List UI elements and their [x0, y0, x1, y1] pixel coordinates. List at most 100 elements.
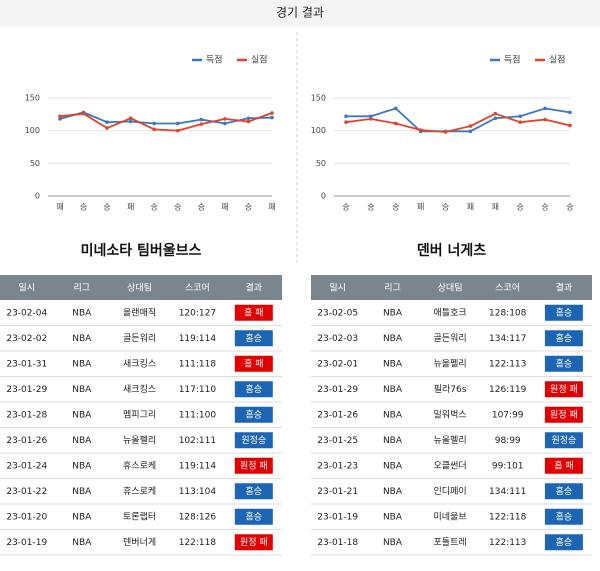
point — [175, 128, 180, 133]
x-tick-label: 패 — [492, 202, 499, 212]
point — [246, 116, 251, 121]
column-header: 리그 — [73, 283, 90, 294]
column-header: 스코어 — [185, 283, 210, 294]
cell: 122:113 — [489, 538, 526, 548]
cell: 102:111 — [179, 436, 216, 446]
point — [105, 120, 109, 124]
result-text: 원정 패 — [240, 537, 268, 548]
point — [58, 114, 62, 119]
cell: 뉴올펠리 — [434, 357, 467, 369]
cell: 23-01-28 — [6, 410, 47, 420]
y-tick-label: 150 — [25, 94, 40, 103]
cell: NBA — [383, 334, 403, 344]
x-tick-label: 패 — [417, 202, 424, 212]
point — [568, 110, 572, 115]
series-line — [345, 112, 571, 133]
result-badge — [544, 406, 583, 423]
point — [344, 114, 348, 119]
x-tick-label: 승 — [342, 203, 349, 212]
result-badge — [544, 330, 583, 347]
cell: 111:118 — [179, 359, 217, 369]
team-name: 미네소타 팀버울브스 — [81, 242, 202, 259]
cell: 126:119 — [489, 385, 527, 395]
cell: 23-01-21 — [317, 487, 358, 497]
cell: NBA — [72, 334, 92, 344]
cell: NBA — [383, 512, 403, 522]
column-header: 스코어 — [495, 283, 520, 294]
cell: 23-01-19 — [317, 512, 358, 522]
cell: NBA — [72, 385, 92, 395]
x-tick-label: 승 — [151, 203, 158, 212]
cell: 23-01-20 — [6, 512, 47, 522]
point — [81, 111, 86, 116]
result-text: 홈승 — [246, 485, 263, 497]
cell: 필라76s — [434, 383, 467, 395]
cell: 122:113 — [489, 359, 526, 369]
cell: NBA — [72, 512, 92, 522]
result-text: 홈 패 — [554, 459, 573, 471]
result-text: 홈승 — [556, 332, 573, 344]
cell: 23-01-29 — [317, 385, 358, 395]
point — [369, 117, 373, 121]
cell: 117:110 — [179, 385, 217, 395]
cell: 23-01-29 — [6, 385, 47, 395]
result-badge — [234, 381, 273, 398]
y-tick-label: 0 — [35, 192, 40, 201]
result-text: 홈승 — [246, 332, 263, 344]
cell: NBA — [383, 410, 403, 420]
legend-label: 득점 — [206, 54, 223, 66]
y-tick-label: 100 — [311, 126, 326, 135]
point — [543, 117, 547, 122]
cell: NBA — [383, 385, 403, 395]
column-header: 결과 — [246, 283, 263, 294]
x-tick-label: 패 — [268, 202, 275, 212]
cell: 뉴올펠리 — [434, 434, 467, 446]
point — [443, 130, 448, 134]
cell: 올랜매직 — [123, 307, 156, 318]
point — [223, 117, 227, 121]
x-tick-label: 승 — [80, 203, 87, 212]
result-badge — [234, 406, 273, 423]
cell: 119:114 — [179, 334, 217, 344]
cell: 23-01-31 — [6, 359, 47, 369]
point — [152, 121, 157, 126]
point — [152, 127, 157, 132]
cell: 99:101 — [492, 461, 524, 471]
x-tick-label: 승 — [541, 203, 548, 212]
cell: 23-01-26 — [317, 410, 358, 420]
x-tick-label: 패 — [127, 202, 134, 212]
x-tick-label: 패 — [467, 202, 474, 212]
result-text: 홈승 — [246, 510, 263, 522]
x-tick-label: 승 — [566, 203, 573, 212]
point — [568, 123, 572, 128]
point — [543, 106, 547, 111]
point — [246, 119, 251, 124]
cell: NBA — [72, 461, 92, 471]
cell: NBA — [383, 436, 403, 446]
point — [493, 116, 498, 121]
point — [58, 117, 62, 121]
result-badge — [234, 457, 273, 474]
cell: 107:99 — [492, 410, 524, 420]
y-tick-label: 50 — [30, 159, 40, 168]
header-title: 경기 결과 — [276, 6, 324, 20]
result-text: 원정승 — [241, 435, 266, 446]
cell: 골든워리 — [434, 333, 467, 344]
result-badge — [234, 330, 273, 347]
result-badge — [234, 534, 273, 551]
y-tick-label: 0 — [321, 192, 326, 201]
point — [344, 120, 348, 124]
cell: 134:111 — [489, 487, 526, 497]
point — [128, 116, 133, 121]
point — [393, 106, 398, 111]
cell: 128:126 — [179, 512, 217, 522]
cell: 포틀트레 — [434, 537, 467, 548]
result-badge — [234, 508, 273, 525]
point — [493, 111, 498, 116]
y-tick-label: 50 — [316, 159, 326, 168]
cell: 23-01-18 — [317, 538, 358, 548]
cell: 23-01-25 — [317, 436, 358, 446]
result-text: 홈승 — [246, 383, 263, 395]
point — [175, 121, 180, 126]
